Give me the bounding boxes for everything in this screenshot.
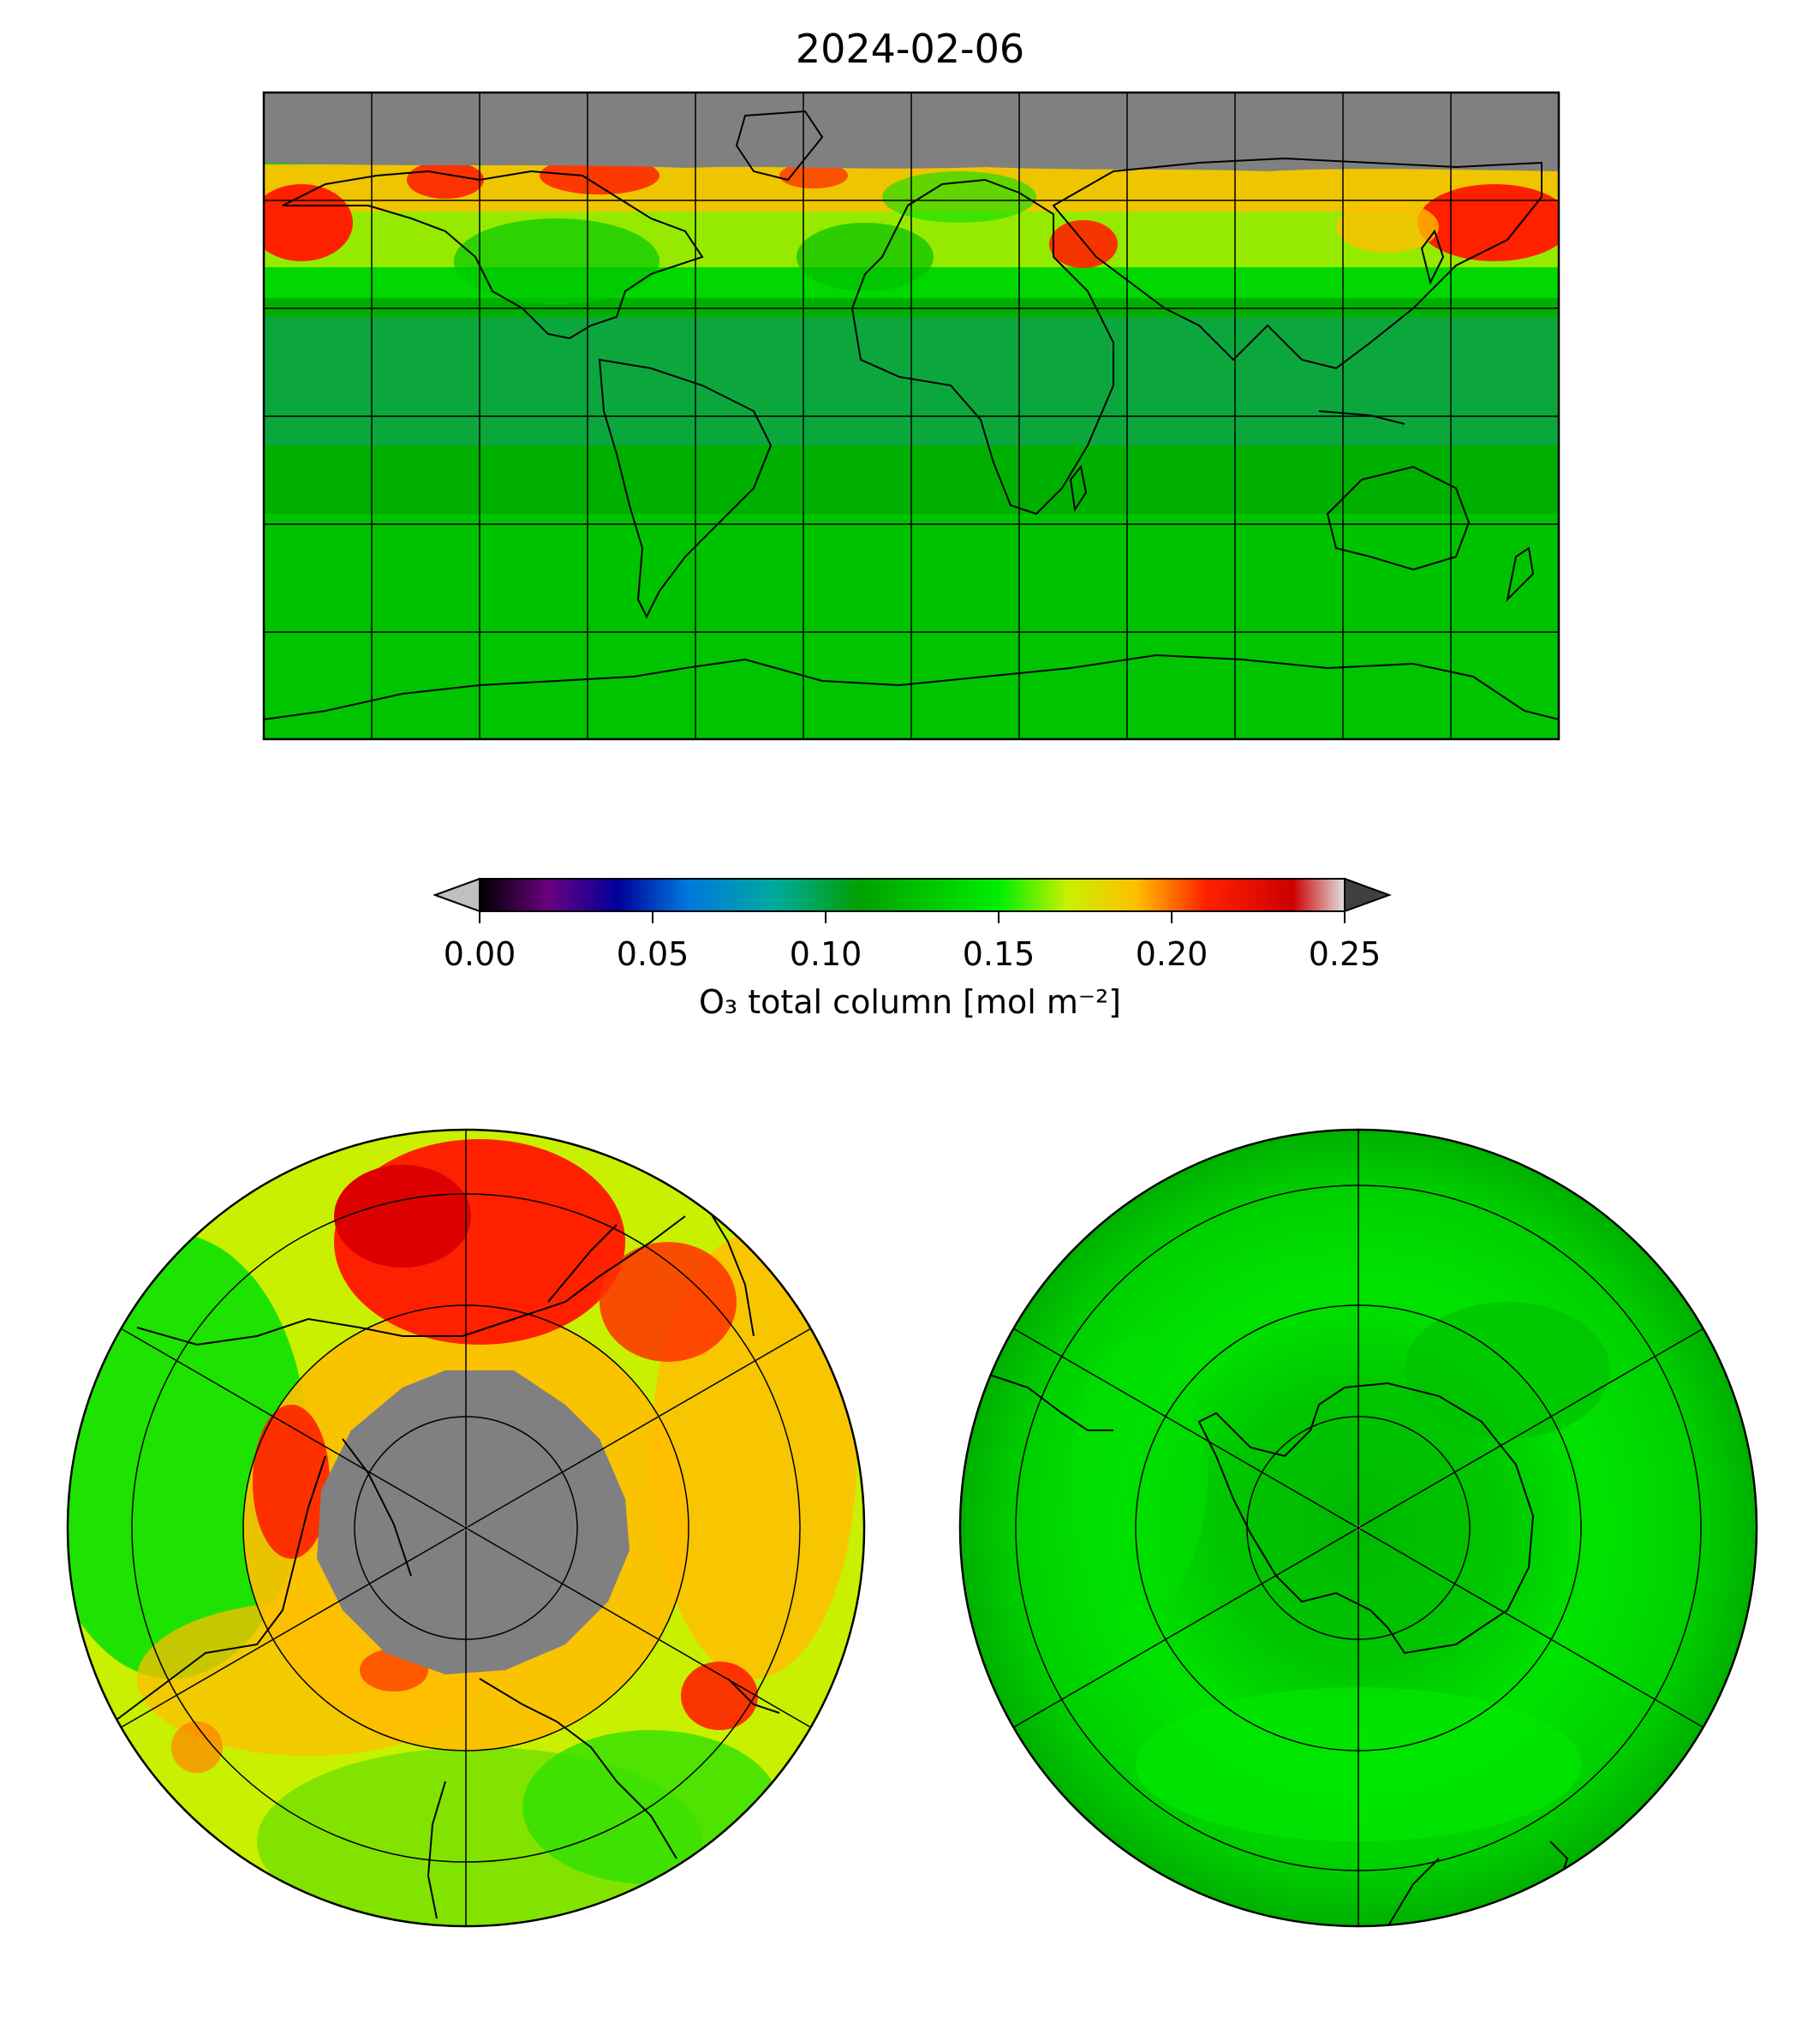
colorbar-ticks <box>479 911 1346 923</box>
south-graticule <box>1012 1130 1704 1926</box>
colorbar-tick-label: 0.25 <box>1308 935 1381 973</box>
north-graticule <box>120 1130 812 1926</box>
colorbar-under-extension <box>433 877 480 913</box>
colorbar-frame <box>479 878 1346 912</box>
figure-title: 2024-02-06 <box>795 26 1025 72</box>
ozone-high-east-asia <box>1417 184 1559 261</box>
colorbar-tick-label: 0.05 <box>616 935 689 973</box>
colorbar-tick-label: 0.20 <box>1135 935 1208 973</box>
north-ozone-field <box>68 1130 864 1926</box>
north-polar-map <box>66 1128 866 1928</box>
colorbar-over-extension <box>1344 877 1392 913</box>
colorbar-label: O₃ total column [mol m⁻²] <box>698 983 1122 1021</box>
colorbar-body <box>480 879 1345 911</box>
south-polar-map <box>958 1128 1758 1928</box>
colorbar-tick-label: 0.00 <box>443 935 516 973</box>
north-coastlines <box>102 1198 780 1919</box>
global-map <box>262 91 1560 741</box>
south-map-frame <box>958 1128 1758 1928</box>
global-map-frame <box>262 91 1560 741</box>
colorbar <box>433 877 1392 923</box>
colorbar-tick-label: 0.10 <box>789 935 862 973</box>
colorbar-tick-label: 0.15 <box>962 935 1035 973</box>
north-map-frame <box>66 1128 866 1928</box>
global-graticule <box>264 92 1559 739</box>
